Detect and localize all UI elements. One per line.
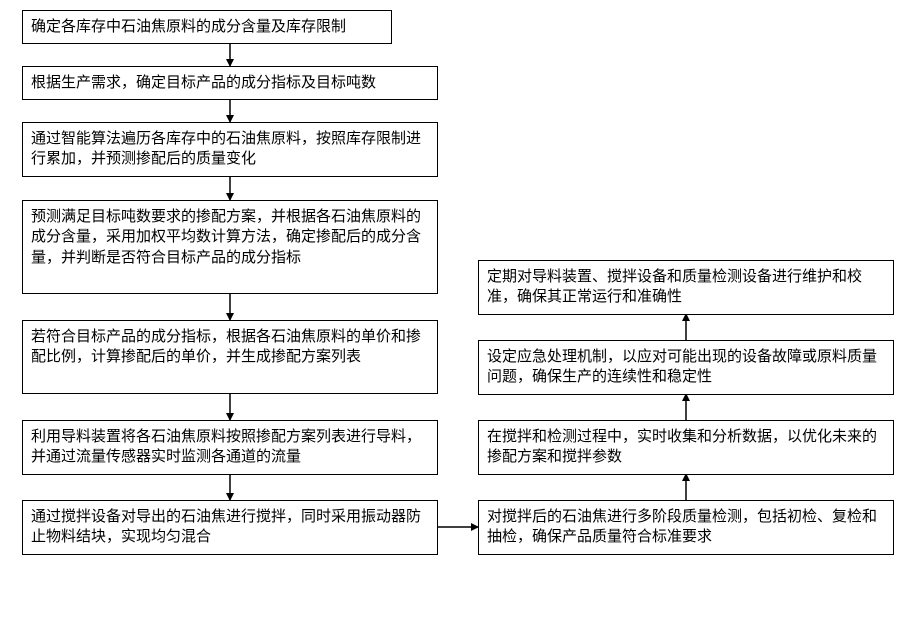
flowchart-node: 设定应急处理机制，以应对可能出现的设备故障或原料质量问题，确保生产的连续性和稳定… <box>478 340 894 395</box>
flowchart-node: 利用导料装置将各石油焦原料按照掺配方案列表进行导料，并通过流量传感器实时监测各通… <box>22 420 438 475</box>
flowchart-node-text: 根据生产需求，确定目标产品的成分指标及目标吨数 <box>31 75 376 91</box>
flowchart-node: 预测满足目标吨数要求的掺配方案，并根据各石油焦原料的成分含量，采用加权平均数计算… <box>22 200 438 294</box>
flowchart-node-text: 若符合目标产品的成分指标，根据各石油焦原料的单价和掺配比例，计算掺配后的单价，并… <box>31 329 421 365</box>
flowchart-node-text: 利用导料装置将各石油焦原料按照掺配方案列表进行导料，并通过流量传感器实时监测各通… <box>31 429 421 465</box>
flowchart-node-text: 确定各库存中石油焦原料的成分含量及库存限制 <box>31 19 346 35</box>
flowchart-node: 定期对导料装置、搅拌设备和质量检测设备进行维护和校准，确保其正常运行和准确性 <box>478 260 894 315</box>
flowchart-node-text: 设定应急处理机制，以应对可能出现的设备故障或原料质量问题，确保生产的连续性和稳定… <box>487 349 877 385</box>
flowchart-node-text: 在搅拌和检测过程中，实时收集和分析数据，以优化未来的掺配方案和搅拌参数 <box>487 429 877 465</box>
flowchart-node-text: 预测满足目标吨数要求的掺配方案，并根据各石油焦原料的成分含量，采用加权平均数计算… <box>31 209 421 266</box>
flowchart-node-text: 对搅拌后的石油焦进行多阶段质量检测，包括初检、复检和抽检，确保产品质量符合标准要… <box>487 509 877 545</box>
flowchart-node-text: 通过智能算法遍历各库存中的石油焦原料，按照库存限制进行累加，并预测掺配后的质量变… <box>31 131 421 167</box>
flowchart-node: 根据生产需求，确定目标产品的成分指标及目标吨数 <box>22 66 438 100</box>
flowchart-node-text: 定期对导料装置、搅拌设备和质量检测设备进行维护和校准，确保其正常运行和准确性 <box>487 269 862 305</box>
flowchart-node: 若符合目标产品的成分指标，根据各石油焦原料的单价和掺配比例，计算掺配后的单价，并… <box>22 320 438 394</box>
flowchart-node: 确定各库存中石油焦原料的成分含量及库存限制 <box>22 10 392 44</box>
flowchart-node: 在搅拌和检测过程中，实时收集和分析数据，以优化未来的掺配方案和搅拌参数 <box>478 420 894 475</box>
flowchart-node: 通过搅拌设备对导出的石油焦进行搅拌，同时采用振动器防止物料结块，实现均匀混合 <box>22 500 438 555</box>
flowchart-node-text: 通过搅拌设备对导出的石油焦进行搅拌，同时采用振动器防止物料结块，实现均匀混合 <box>31 509 421 545</box>
flowchart-node: 通过智能算法遍历各库存中的石油焦原料，按照库存限制进行累加，并预测掺配后的质量变… <box>22 122 438 177</box>
flowchart-node: 对搅拌后的石油焦进行多阶段质量检测，包括初检、复检和抽检，确保产品质量符合标准要… <box>478 500 894 555</box>
